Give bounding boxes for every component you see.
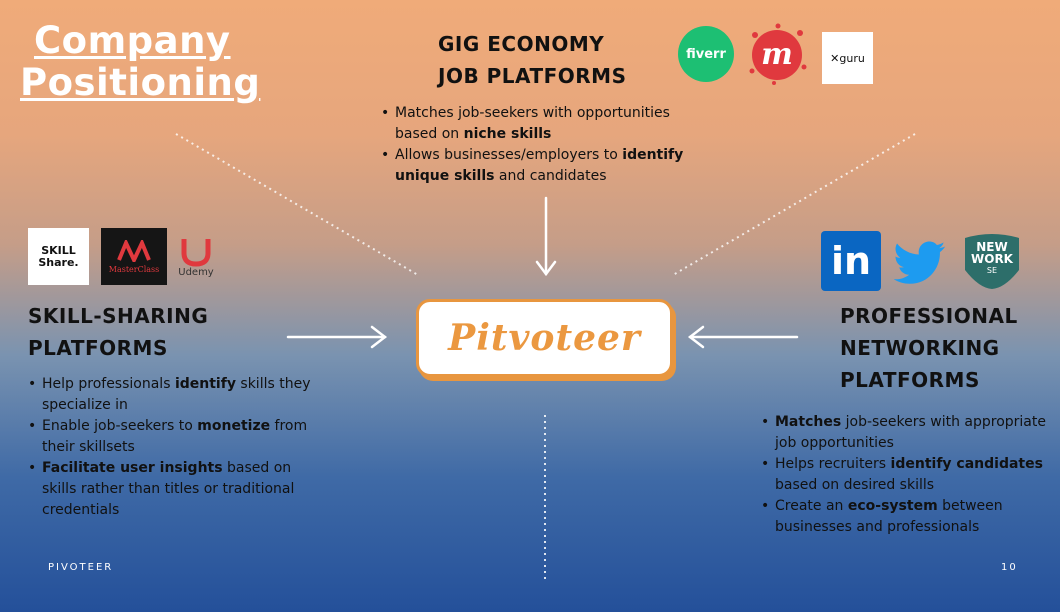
masterclass-m-icon xyxy=(117,239,151,262)
gig-heading-line-2: JOB PLATFORMS xyxy=(438,64,627,88)
gig-heading-line-1: GIG ECONOMY xyxy=(438,32,605,56)
pitvoteer-label: Pitvoteer xyxy=(448,317,641,359)
masterclass-logo: MasterClass xyxy=(101,228,167,285)
twitter-bird-icon xyxy=(894,241,946,284)
arrow-top-down xyxy=(535,196,557,277)
fiverr-logo: fiverr xyxy=(678,26,734,82)
skill-bullets: Help professionals identify skills they … xyxy=(28,374,328,521)
udemy-logo: Udemy xyxy=(173,226,219,284)
footer-brand: PIVOTEER xyxy=(48,562,114,573)
fiverr-logo-text: fiverr xyxy=(686,46,726,62)
skillshare-logo: SKILL Share. xyxy=(28,228,89,285)
meetup-logo: m xyxy=(744,21,810,87)
udemy-u-icon xyxy=(181,238,211,267)
skillshare-logo-line-1: SKILL xyxy=(41,243,76,257)
arrow-right-left xyxy=(687,325,799,349)
gig-bullets: Matches job-seekers with opportunities b… xyxy=(381,103,711,187)
prof-bullet-2: Helps recruiters identify candidates bas… xyxy=(761,454,1051,496)
skill-bullet-2: Enable job-seekers to monetize from thei… xyxy=(28,416,328,458)
udemy-logo-text: Udemy xyxy=(178,266,214,278)
guru-logo-text: ✕guru xyxy=(830,51,865,65)
prof-heading-line-2: NETWORKING xyxy=(840,336,1000,360)
gig-heading: GIG ECONOMY JOB PLATFORMS xyxy=(438,28,627,92)
skillshare-logo-line-2: Share. xyxy=(38,255,79,269)
skill-heading-line-1: SKILL-SHARING xyxy=(28,304,209,328)
skill-heading: SKILL-SHARING PLATFORMS xyxy=(28,300,208,364)
skill-bullet-3: Facilitate user insights based on skills… xyxy=(28,458,328,521)
newwork-logo-line-2: WORK xyxy=(971,252,1013,266)
gig-bullet-1: Matches job-seekers with opportunities b… xyxy=(381,103,711,145)
prof-bullet-1: Matches job-seekers with appropriate job… xyxy=(761,412,1051,454)
twitter-logo xyxy=(893,238,947,288)
newwork-logo-line-3: SE xyxy=(986,266,998,275)
linkedin-logo-text: in xyxy=(830,239,872,283)
page-number: 10 xyxy=(1001,562,1018,573)
newwork-logo-line-1: NEW xyxy=(976,240,1008,254)
meetup-logo-text: m xyxy=(761,36,793,72)
guru-logo: ✕guru xyxy=(822,32,873,84)
gig-bullet-2: Allows businesses/employers to identify … xyxy=(381,145,711,187)
linkedin-logo: in xyxy=(821,231,881,291)
prof-heading-line-3: PLATFORMS xyxy=(840,368,980,392)
skill-heading-line-2: PLATFORMS xyxy=(28,336,168,360)
newwork-logo: NEW WORK SE xyxy=(961,232,1023,290)
arrow-left-right xyxy=(286,325,388,349)
prof-bullet-3: Create an eco-system between businesses … xyxy=(761,496,1051,538)
prof-heading: PROFESSIONAL NETWORKING PLATFORMS xyxy=(840,300,1018,396)
prof-bullets: Matches job-seekers with appropriate job… xyxy=(761,412,1051,538)
masterclass-logo-text: MasterClass xyxy=(108,264,160,274)
title-line-1: Company xyxy=(34,19,231,62)
title-line-2: Positioning xyxy=(20,61,261,104)
page-title: Company Positioning xyxy=(20,20,260,104)
skill-bullet-1: Help professionals identify skills they … xyxy=(28,374,328,416)
pitvoteer-center-box: Pitvoteer xyxy=(416,299,673,377)
prof-heading-line-1: PROFESSIONAL xyxy=(840,304,1018,328)
